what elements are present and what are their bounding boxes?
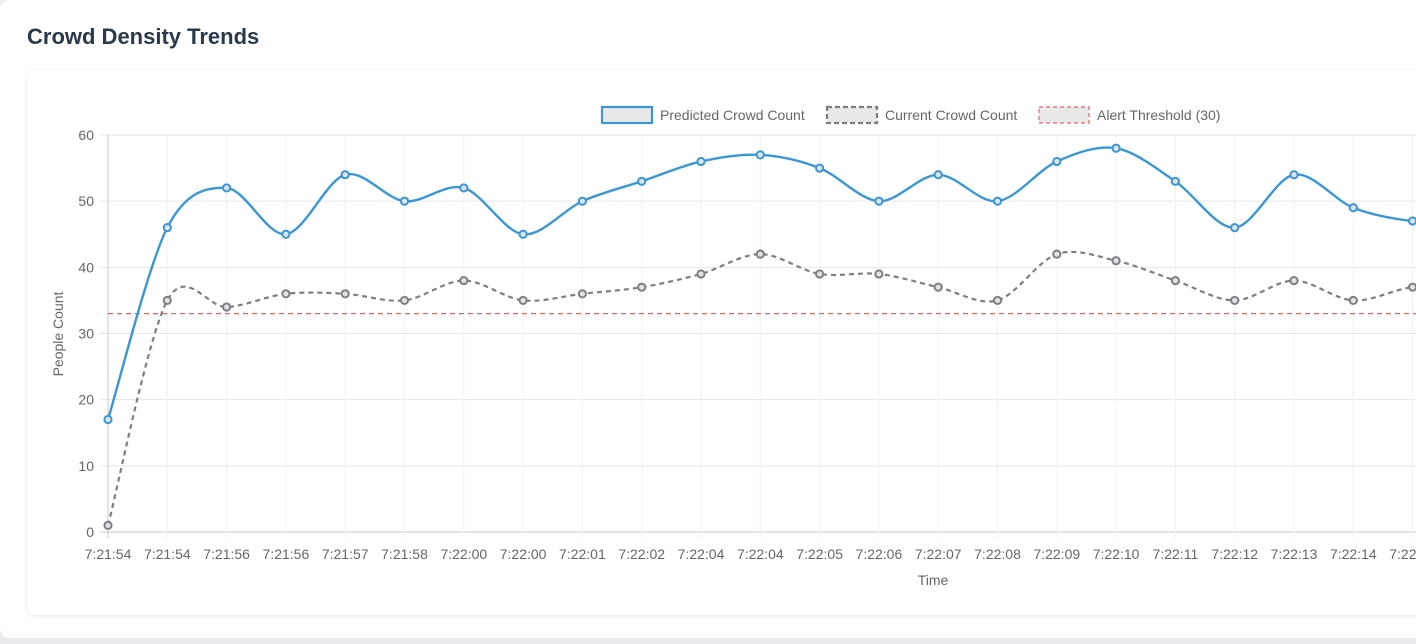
data-point [1052,156,1062,167]
series-predicted [103,143,1416,425]
x-tick-label: 7:21:56 [203,546,250,562]
x-tick-label: 7:22:01 [559,546,606,562]
data-point [222,302,232,312]
line-chart: People Count Time 0 10 20 30 40 50 60 7:21:54 7:… [50,105,1416,588]
data-point [459,183,469,193]
data-point [1111,256,1121,266]
data-point [518,229,528,239]
x-tick-label: 7:22:06 [856,546,903,562]
data-point [1230,223,1240,233]
data-point [577,196,588,206]
data-point [815,163,825,173]
x-tick-label: 7:22:14 [1330,546,1377,562]
data-point [1348,295,1358,306]
data-point [933,282,943,292]
data-point [992,196,1003,206]
series-line [106,146,1416,420]
data-point [815,269,825,279]
data-point [162,223,172,233]
legend-swatch [600,105,654,125]
data-point [874,196,884,206]
x-tick-label: 7:22:11 [1153,546,1199,562]
data-point [399,295,410,306]
data-point [1052,249,1062,259]
x-tick-label: 7:22:15 [1389,546,1416,562]
data-point [755,150,765,160]
data-point [933,170,943,180]
legend-label: Current Crowd Count [885,107,1017,123]
data-point [281,229,291,239]
series-layer [103,143,1416,530]
data-point [162,295,172,306]
x-tick-label: 7:21:57 [322,546,369,562]
legend-item: Alert Threshold (30) [1038,106,1220,124]
y-tick-label: 40 [78,259,94,275]
data-point [340,170,350,180]
x-tick-label: 7:22:00 [500,546,547,562]
x-tick-label: 7:22:02 [618,546,665,562]
data-point [637,176,647,186]
x-tick-label: 7:22:08 [974,546,1021,562]
y-tick-label: 30 [78,326,94,342]
chart-card: People Count Time 0 10 20 30 40 50 60 7:21:54 7:… [27,70,1416,615]
data-point [103,520,113,530]
data-point [1170,176,1181,186]
y-tick-label: 60 [78,127,94,143]
legend-item: Predicted Crowd Count [600,105,805,125]
y-tick-label: 0 [86,524,94,540]
data-point [518,295,528,306]
y-tick-label: 10 [78,458,94,474]
legend-swatch [1038,106,1090,124]
y-axis-label: People Count [50,291,66,376]
data-point [1408,216,1416,226]
data-point [340,289,350,299]
x-tick-label: 7:21:56 [263,546,310,562]
data-point [459,275,469,286]
x-tick-label: 7:22:07 [915,546,962,562]
grid-layer [100,134,1416,538]
data-point [222,183,232,193]
data-point [637,282,647,292]
x-tick-label: 7:22:12 [1211,546,1258,562]
x-tick-label: 7:22:04 [678,546,725,562]
legend: Predicted Crowd Count Current Crowd Count… [600,105,1220,125]
x-tick-label: 7:22:13 [1271,546,1318,562]
y-tick-label: 20 [78,392,94,408]
series-line [106,250,1416,526]
data-point [1230,295,1240,306]
series-current [103,249,1416,530]
legend-swatch [825,105,879,125]
x-tick-label: 7:21:54 [85,546,132,562]
data-point [755,249,765,259]
legend-label: Alert Threshold (30) [1097,107,1220,123]
data-point [1170,275,1181,286]
legend-label: Predicted Crowd Count [660,107,805,123]
data-point [1289,170,1299,180]
data-point [399,196,410,206]
data-point [1348,203,1358,213]
data-point [1111,143,1121,153]
x-tick-label: 7:22:04 [737,546,784,562]
x-tick-label: 7:22:09 [1033,546,1080,562]
axis-layer: People Count Time 0 10 20 30 40 50 60 7:21:54 7:… [50,127,1416,588]
x-tick-label: 7:22:10 [1093,546,1140,562]
y-tick-label: 50 [78,193,94,209]
data-point [992,295,1003,306]
data-point [696,269,706,279]
x-tick-label: 7:21:54 [144,546,191,562]
data-point [1289,275,1299,286]
x-tick-label: 7:22:05 [796,546,843,562]
legend-item: Current Crowd Count [825,105,1017,125]
x-tick-label: 7:21:58 [381,546,428,562]
data-point [696,156,706,167]
panel-title: Crowd Density Trends [27,24,260,49]
data-point [103,414,113,425]
data-point [1408,282,1416,292]
data-point [281,289,291,299]
x-axis-label: Time [918,572,949,588]
x-tick-label: 7:22:00 [440,546,487,562]
data-point [874,269,884,279]
data-point [577,289,588,299]
